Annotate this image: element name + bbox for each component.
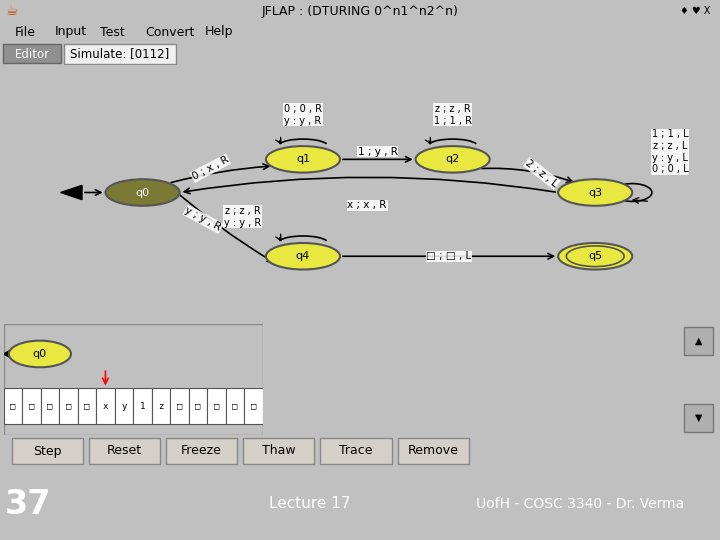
Text: Step: Step	[33, 444, 61, 457]
Text: □: □	[48, 402, 53, 410]
FancyBboxPatch shape	[170, 388, 189, 424]
Text: x ; x , R: x ; x , R	[348, 200, 387, 210]
Circle shape	[266, 243, 340, 269]
Text: 0 ; x , R: 0 ; x , R	[190, 154, 230, 182]
Text: □: □	[195, 402, 201, 410]
Text: y ; y , R: y ; y , R	[184, 206, 223, 233]
Polygon shape	[4, 349, 13, 359]
Text: □: □	[251, 402, 256, 410]
Text: 0 ; 0 , R
y : y , R: 0 ; 0 , R y : y , R	[284, 104, 322, 125]
FancyBboxPatch shape	[244, 388, 263, 424]
Text: q0: q0	[135, 187, 150, 198]
Text: □ ; □ , L: □ ; □ , L	[426, 251, 472, 261]
Text: □: □	[10, 402, 16, 410]
FancyBboxPatch shape	[12, 438, 83, 464]
Text: Help: Help	[205, 25, 233, 38]
FancyBboxPatch shape	[133, 388, 152, 424]
Text: □: □	[214, 402, 219, 410]
Text: ▼: ▼	[695, 413, 702, 423]
Text: □: □	[84, 402, 89, 410]
FancyBboxPatch shape	[22, 388, 40, 424]
Text: Reset: Reset	[107, 444, 142, 457]
Circle shape	[415, 146, 490, 173]
Text: z: z	[158, 402, 163, 410]
Text: □: □	[66, 402, 71, 410]
Text: □: □	[29, 402, 34, 410]
FancyBboxPatch shape	[64, 44, 176, 64]
Text: q4: q4	[296, 251, 310, 261]
Text: q0: q0	[33, 349, 47, 359]
FancyBboxPatch shape	[89, 438, 160, 464]
FancyBboxPatch shape	[78, 388, 96, 424]
Text: ▲: ▲	[695, 336, 702, 346]
Text: Trace: Trace	[339, 444, 373, 457]
Text: ☕: ☕	[6, 4, 18, 18]
FancyBboxPatch shape	[166, 438, 237, 464]
FancyBboxPatch shape	[226, 388, 244, 424]
Text: q5: q5	[588, 251, 603, 261]
FancyBboxPatch shape	[684, 327, 713, 355]
Text: □: □	[177, 402, 182, 410]
Text: ♦ ♥ X: ♦ ♥ X	[680, 6, 710, 16]
Text: 1 ; y , R: 1 ; y , R	[358, 147, 397, 157]
FancyBboxPatch shape	[40, 388, 59, 424]
Text: Thaw: Thaw	[262, 444, 296, 457]
Text: UofH - COSC 3340 - Dr. Verma: UofH - COSC 3340 - Dr. Verma	[476, 497, 684, 511]
Text: 1: 1	[140, 402, 145, 410]
Text: Test: Test	[100, 25, 125, 38]
Text: Editor: Editor	[14, 48, 50, 60]
FancyBboxPatch shape	[684, 404, 713, 431]
FancyBboxPatch shape	[4, 388, 22, 424]
Text: q3: q3	[588, 187, 603, 198]
Text: q1: q1	[296, 154, 310, 164]
Circle shape	[558, 179, 632, 206]
Text: Remove: Remove	[408, 444, 459, 457]
FancyBboxPatch shape	[189, 388, 207, 424]
Text: z ; z , R
1 ; 1 , R: z ; z , R 1 ; 1 , R	[433, 104, 472, 125]
Polygon shape	[60, 185, 82, 200]
Text: Freeze: Freeze	[181, 444, 222, 457]
FancyBboxPatch shape	[152, 388, 170, 424]
Text: JFLAP : (DTURING 0^n1^n2^n): JFLAP : (DTURING 0^n1^n2^n)	[261, 4, 459, 17]
Text: Lecture 17: Lecture 17	[269, 496, 351, 511]
Circle shape	[266, 146, 340, 173]
FancyBboxPatch shape	[320, 438, 392, 464]
FancyBboxPatch shape	[59, 388, 78, 424]
Text: 2 ; z , L: 2 ; z , L	[523, 158, 559, 189]
Text: □: □	[233, 402, 238, 410]
Text: Input: Input	[55, 25, 87, 38]
Text: Simulate: [0112]: Simulate: [0112]	[71, 48, 170, 60]
Text: z ; z , R
y : y , R: z ; z , R y : y , R	[224, 206, 261, 227]
Circle shape	[558, 243, 632, 269]
Text: 37: 37	[5, 488, 51, 521]
Text: File: File	[15, 25, 36, 38]
Text: q2: q2	[446, 154, 460, 164]
Circle shape	[9, 341, 71, 367]
FancyBboxPatch shape	[96, 388, 114, 424]
FancyBboxPatch shape	[3, 44, 61, 63]
FancyBboxPatch shape	[397, 438, 469, 464]
FancyBboxPatch shape	[207, 388, 226, 424]
Text: x: x	[103, 402, 108, 410]
Text: y: y	[121, 402, 127, 410]
FancyBboxPatch shape	[114, 388, 133, 424]
Circle shape	[106, 179, 180, 206]
FancyBboxPatch shape	[243, 438, 315, 464]
Text: 1 ; 1 , L
z ; z , L
y : y , L
0 ; 0 , L: 1 ; 1 , L z ; z , L y : y , L 0 ; 0 , L	[652, 129, 688, 174]
Text: Convert: Convert	[145, 25, 194, 38]
